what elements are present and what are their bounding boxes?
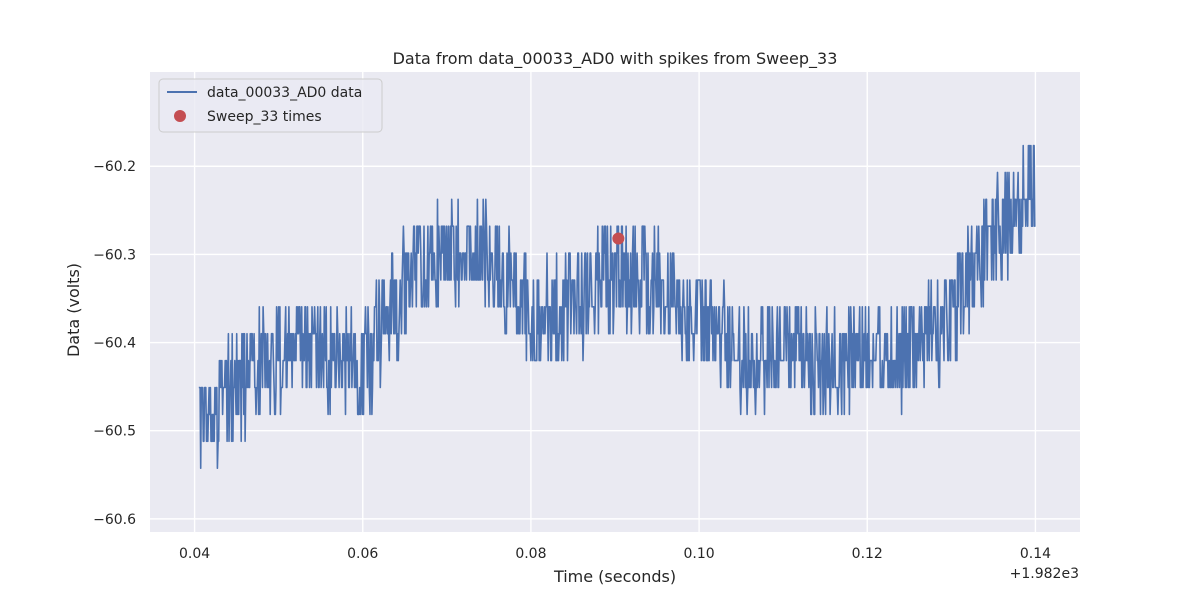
data-series-line <box>198 144 1036 469</box>
y-tick-label: −60.6 <box>93 512 136 528</box>
x-tick-label: 0.14 <box>1020 546 1051 562</box>
y-tick-label: −60.4 <box>93 336 136 352</box>
y-axis-ticks: −60.2 −60.3 −60.4 −60.5 −60.6 <box>93 159 136 528</box>
y-tick-label: −60.3 <box>93 247 136 263</box>
y-axis-label: Data (volts) <box>64 263 83 357</box>
spike-markers <box>612 232 625 245</box>
x-axis-offset-label: +1.982e3 <box>1010 566 1079 582</box>
legend-entry-data: data_00033_AD0 data <box>207 85 362 101</box>
x-tick-label: 0.12 <box>852 546 883 562</box>
legend-marker-swatch <box>174 110 186 122</box>
legend-box <box>158 78 383 133</box>
x-tick-label: 0.08 <box>515 546 546 562</box>
legend: data_00033_AD0 data Sweep_33 times <box>158 78 383 133</box>
chart-title: Data from data_00033_AD0 with spikes fro… <box>393 49 838 69</box>
y-tick-label: −60.5 <box>93 424 136 440</box>
x-tick-label: 0.10 <box>684 546 715 562</box>
plot-area <box>150 72 1080 532</box>
x-tick-label: 0.04 <box>179 546 210 562</box>
legend-entry-spikes: Sweep_33 times <box>207 109 322 125</box>
data-line-path <box>198 144 1036 469</box>
x-axis-ticks: 0.04 0.06 0.08 0.10 0.12 0.14 <box>179 546 1051 562</box>
x-axis-label: Time (seconds) <box>553 567 676 586</box>
x-tick-label: 0.06 <box>347 546 378 562</box>
spike-marker <box>612 232 625 245</box>
y-tick-label: −60.2 <box>93 159 136 175</box>
